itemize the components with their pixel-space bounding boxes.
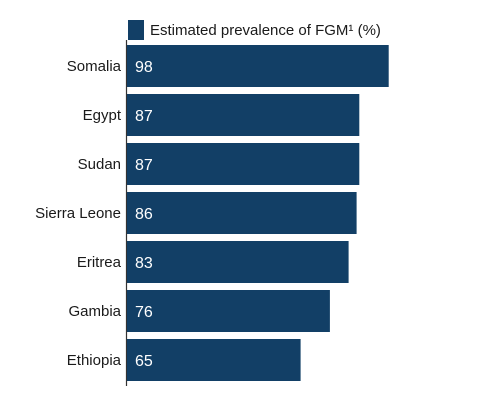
category-label-ethiopia: Ethiopia (67, 352, 122, 369)
bar-sierra-leone (127, 192, 357, 234)
category-label-gambia: Gambia (68, 303, 121, 320)
data-label-sudan: 87 (135, 157, 153, 174)
data-label-ethiopia: 65 (135, 353, 153, 370)
category-label-eritrea: Eritrea (77, 254, 122, 271)
category-label-egypt: Egypt (83, 107, 122, 124)
category-label-sierra-leone: Sierra Leone (35, 205, 121, 222)
legend: Estimated prevalence of FGM¹ (%) (128, 20, 381, 40)
legend-label: Estimated prevalence of FGM¹ (%) (150, 22, 381, 39)
bar-sudan (127, 143, 360, 185)
bar-ethiopia (127, 339, 301, 381)
category-labels: Somalia Egypt Sudan Sierra Leone Eritrea Gamb… (35, 58, 122, 369)
data-labels: 98 87 87 86 83 76 65 (135, 59, 153, 370)
data-label-somalia: 98 (135, 59, 153, 76)
bar-somalia (127, 45, 389, 87)
data-label-gambia: 76 (135, 304, 153, 321)
category-label-somalia: Somalia (67, 58, 122, 75)
bar-gambia (127, 290, 330, 332)
bar-eritrea (127, 241, 349, 283)
category-label-sudan: Sudan (78, 156, 121, 173)
data-label-sierra-leone: 86 (135, 206, 153, 223)
bar-egypt (127, 94, 360, 136)
legend-swatch (128, 20, 144, 40)
data-label-egypt: 87 (135, 108, 153, 125)
bars (127, 45, 389, 381)
data-label-eritrea: 83 (135, 255, 153, 272)
